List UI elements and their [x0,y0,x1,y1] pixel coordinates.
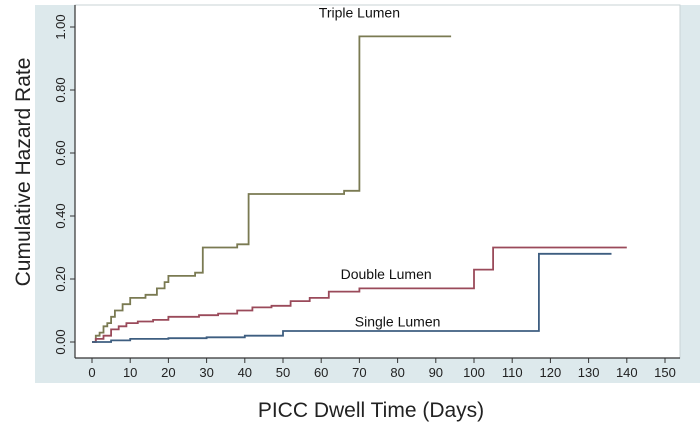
x-tick-label: 110 [502,365,523,380]
x-tick-label: 100 [463,365,485,380]
x-tick-label: 30 [199,365,213,380]
y-tick-label: 0.20 [53,266,68,291]
x-tick-label: 140 [616,365,638,380]
series-layer [92,35,627,343]
x-axis-title: PICC Dwell Time (Days) [258,399,484,422]
series-label-double-lumen: Double Lumen [341,266,432,282]
x-tick-label: 50 [276,365,290,380]
y-tick-label: 0.40 [53,203,68,228]
y-axis-title: Cumulative Hazard Rate [12,58,35,287]
x-tick-label: 10 [123,365,137,380]
x-tick-label: 90 [429,365,443,380]
series-line-triple-lumen [92,35,452,343]
series-line-double-lumen [92,246,627,343]
x-tick-label: 130 [578,365,600,380]
x-tick-label: 60 [314,365,328,380]
x-tick-label: 0 [88,365,95,380]
x-tick-label: 150 [654,365,676,380]
y-tick-label: 0.60 [53,140,68,165]
axes: 0 10 20 30 40 50 60 70 80 90 100 110 120 130 140 150 0.0… [53,5,680,380]
y-tick-label: 0.00 [53,329,68,354]
x-tick-label: 40 [238,365,252,380]
y-tick-label: 0.80 [53,77,68,102]
x-tick-label: 20 [161,365,175,380]
x-tick-label: 80 [390,365,404,380]
series-labels: Triple Lumen Double Lumen Single Lumen [319,5,441,330]
series-label-triple-lumen: Triple Lumen [319,5,400,21]
x-tick-label: 120 [540,365,562,380]
series-line-single-lumen [92,252,612,343]
x-tick-label: 70 [352,365,366,380]
y-tick-label: 1.00 [53,14,68,39]
series-label-single-lumen: Single Lumen [355,313,441,329]
plot-area [74,4,681,359]
